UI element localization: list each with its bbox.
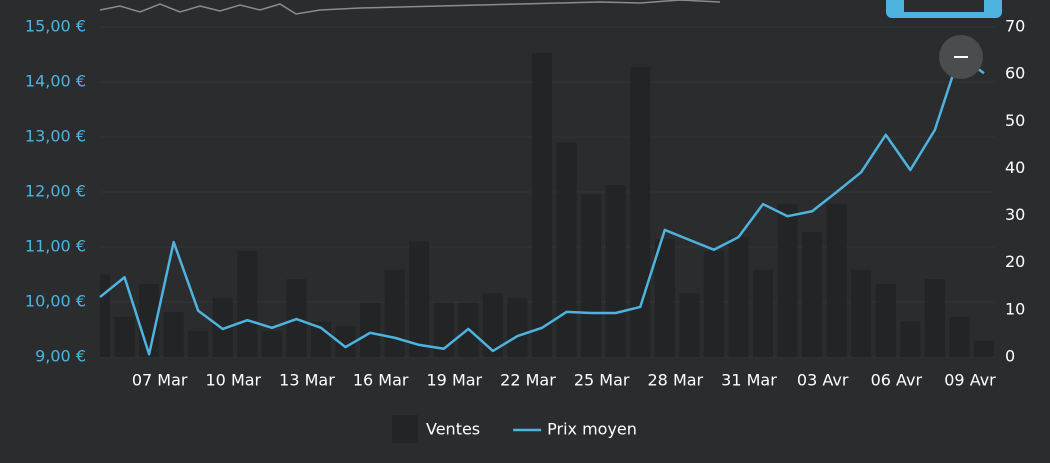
line: [99, 53, 985, 356]
bar: [826, 203, 847, 357]
bar: [851, 269, 872, 357]
plot-area: 9,00 € 10,00 € 11,00 € 12,00 € 13,00 € 14,00 …: [25, 17, 1025, 443]
x-tick-label: 25 Mar: [574, 371, 630, 390]
x-tick-label: 19 Mar: [427, 371, 483, 390]
y2-tick-label: 10: [1005, 299, 1025, 318]
bar: [753, 269, 773, 357]
y-tick-label: 11,00 €: [25, 237, 86, 256]
bar: [261, 331, 282, 357]
bar: [384, 269, 405, 357]
y-tick-label: 10,00 €: [25, 292, 86, 311]
bar: [556, 142, 577, 357]
bar: [679, 293, 700, 357]
bar: [532, 52, 552, 358]
bar: [100, 274, 110, 357]
bar: [360, 302, 381, 357]
x-tick-label: 28 Mar: [648, 371, 704, 390]
bar: [507, 298, 528, 357]
bar: [114, 316, 135, 357]
y-tick-label: 12,00 €: [25, 182, 86, 201]
bar: [237, 250, 258, 357]
bar: [335, 326, 356, 357]
y-tick-label: 13,00 €: [25, 127, 86, 146]
x-tick-label: 07 Mar: [132, 371, 188, 390]
navigator-sparkline: [99, 0, 721, 15]
legend-swatch: [392, 415, 418, 443]
y2-tick-label: 60: [1005, 64, 1025, 83]
bar: [974, 340, 994, 357]
y2-tick-label: 70: [1005, 17, 1025, 36]
x-tick-label: 22 Mar: [500, 371, 556, 390]
x-tick-label: 03 Avr: [797, 371, 849, 390]
bar: [728, 236, 749, 357]
bar: [581, 194, 602, 357]
x-tick-label: 31 Mar: [721, 371, 777, 390]
bar: [703, 250, 724, 357]
y2-tick-label: 50: [1005, 111, 1025, 130]
bar: [188, 331, 209, 357]
bar: [630, 67, 651, 358]
bar: [605, 184, 626, 357]
x-tick-label: 16 Mar: [353, 371, 409, 390]
bar: [949, 316, 970, 357]
y-tick-label: 14,00 €: [25, 72, 86, 91]
navigator-window: [904, 0, 984, 12]
x-tick-label: 06 Avr: [871, 371, 923, 390]
bar: [409, 241, 430, 357]
bar: [900, 321, 921, 357]
y2-tick-label: 0: [1005, 347, 1015, 366]
bar: [875, 283, 896, 357]
legend: Ventes Prix moyen: [392, 415, 637, 443]
y-tick-label: 15,00 €: [25, 17, 86, 36]
bar: [802, 232, 823, 357]
bar: [482, 293, 503, 357]
bar: [163, 312, 184, 357]
x-tick-label: 09 Avr: [944, 371, 996, 390]
x-tick-label: 10 Mar: [206, 371, 262, 390]
bar: [924, 279, 945, 357]
y2-tick-label: 30: [1005, 205, 1025, 224]
zoom-out-button[interactable]: [939, 35, 983, 79]
y2-tick-label: 40: [1005, 158, 1025, 177]
bar: [777, 203, 798, 357]
legend-label: Prix moyen: [547, 420, 637, 439]
x-tick-label: 13 Mar: [279, 371, 335, 390]
y-tick-label: 9,00 €: [35, 347, 86, 366]
bar: [654, 239, 675, 357]
legend-label: Ventes: [426, 420, 480, 439]
y2-tick-label: 20: [1005, 252, 1025, 271]
